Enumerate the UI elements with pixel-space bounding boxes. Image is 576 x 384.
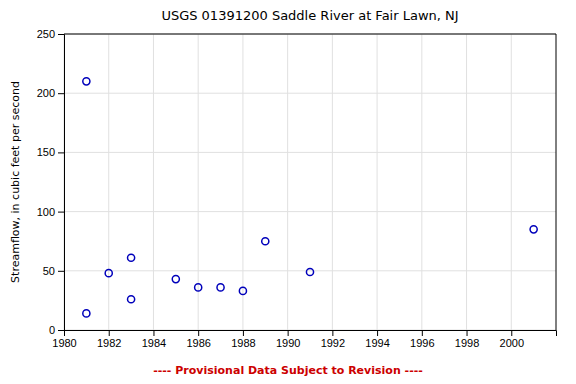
y-tick-label: 100 [37,206,55,218]
footnote: ---- Provisional Data Subject to Revisio… [153,364,423,377]
y-tick-mark [58,152,64,153]
x-tick-label: 1982 [97,337,121,349]
frame-top [64,34,556,35]
x-tick-mark [109,330,110,336]
x-tick-label: 1980 [52,337,76,349]
y-tick: 200 [37,87,64,99]
x-tick: 1992 [321,330,345,349]
x-grid-line [108,34,109,330]
grid [64,34,556,330]
y-tick: 100 [37,206,64,218]
point [172,276,179,283]
point [306,268,313,275]
y-tick: 150 [37,146,64,158]
x-tick-label: 1988 [231,337,255,349]
point [128,254,135,261]
y-tick-mark [58,271,64,272]
x-tick-mark [243,330,244,336]
x-tick-label: 1996 [410,337,434,349]
y-axis-line [58,35,65,331]
point [83,310,90,317]
x-tick-mark [377,330,378,336]
x-tick: 1984 [142,330,166,349]
x-tick-label: 1990 [276,337,300,349]
y-grid-line [64,93,556,94]
y-tick-label: 200 [37,87,55,99]
x-tick-label: 1984 [142,337,166,349]
y-tick: 250 [37,28,64,40]
x-tick-mark [467,330,468,336]
x-tick-mark [198,330,199,336]
x-tick-mark [511,330,512,336]
points [83,78,537,317]
x-tick: 2000 [500,330,524,349]
x-tick: 1986 [186,330,210,349]
x-grid-line [198,34,199,330]
y-grid-line [64,152,556,153]
x-grid-line [332,34,333,330]
x-tick: 1988 [231,330,255,349]
point [530,226,537,233]
x-tick-label: 1994 [365,337,389,349]
point [105,270,112,277]
y-tick-mark [58,34,64,35]
title: USGS 01391200 Saddle River at Fair Lawn,… [161,8,458,23]
y-tick: 50 [43,265,64,277]
y-grid-line [64,270,556,271]
x-grid-line [242,34,243,330]
x-tick-label: 1986 [186,337,210,349]
y-tick-mark [58,212,64,213]
x-tick-mark [153,330,154,336]
y-tick-label: 0 [49,324,55,336]
y-tick: 0 [49,324,64,336]
x-grid-line [421,34,422,330]
x-tick-label: 1992 [321,337,345,349]
point [128,296,135,303]
point [239,287,246,294]
x-tick-mark [422,330,423,336]
x-tick-label: 2000 [500,337,524,349]
x-grid-line [511,34,512,330]
y-tick-label: 250 [37,28,55,40]
x-tick-mark [288,330,289,336]
y-tick-mark [58,330,64,331]
y-tick-mark [58,93,64,94]
point [195,284,202,291]
x-tick-mark [332,330,333,336]
plot-area: 1980 1982 1984 1986 1988 1990 1992 1994 1996 1998… [37,28,557,349]
x-tick: 1980 [52,330,76,349]
x-tick: 1994 [365,330,389,349]
x-tick: 1990 [276,330,300,349]
x-grid-line [377,34,378,330]
x-tick: 1998 [455,330,479,349]
y-axis: 0 50 100 150 200 250 [37,28,65,336]
y-tick-label: 50 [43,265,55,277]
point [217,284,224,291]
x-tick: 1996 [410,330,434,349]
y-axis-title: Streamflow, in cubic feet per second [9,81,22,283]
y-grid-line [64,34,556,35]
point [262,238,269,245]
y-grid-line [64,211,556,212]
y-tick-label: 150 [37,146,55,158]
x-axis-line [65,331,557,337]
x-grid-line [287,34,288,330]
chart: 1980 1982 1984 1986 1988 1990 1992 1994 1996 1998… [0,0,576,384]
x-grid-line [466,34,467,330]
x-grid-line [153,34,154,330]
frame-right [556,34,557,330]
point [83,78,90,85]
x-axis: 1980 1982 1984 1986 1988 1990 1992 1994 1996 1998… [52,330,556,349]
x-tick-label: 1998 [455,337,479,349]
x-tick: 1982 [97,330,121,349]
